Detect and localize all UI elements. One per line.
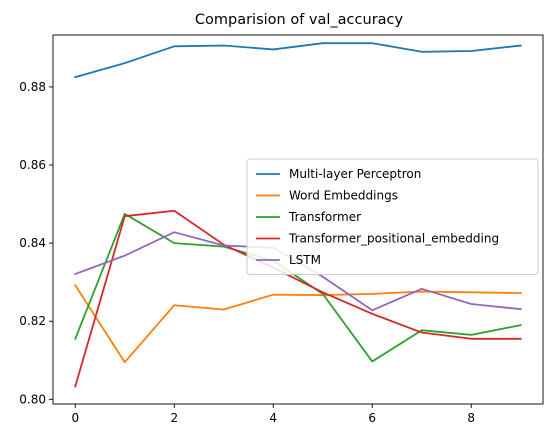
y-tick-label: 0.84	[19, 236, 46, 250]
chart-title: Comparision of val_accuracy	[195, 12, 404, 28]
plot-frame	[52, 34, 544, 405]
y-tick-label: 0.82	[19, 314, 46, 328]
x-tick-label: 0	[71, 411, 79, 425]
y-tick-label: 0.88	[19, 80, 46, 94]
legend-label-3: Transformer_positional_embedding	[288, 232, 499, 246]
y-tick-label: 0.80	[19, 392, 46, 406]
series-line-0	[74, 42, 522, 79]
legend: Multi-layer Perceptron Word Embeddings Tra…	[246, 158, 539, 275]
y-axis: 0.80 0.82 0.84 0.86 0.88	[19, 80, 53, 406]
series-line-2	[74, 212, 522, 363]
x-axis: 0 2 4 6 8	[71, 404, 475, 425]
legend-label-2: Transformer	[288, 210, 361, 224]
legend-label-1: Word Embeddings	[289, 189, 398, 203]
series-line-1	[74, 284, 522, 364]
legend-label-0: Multi-layer Perceptron	[289, 167, 421, 181]
x-tick-label: 8	[467, 411, 475, 425]
y-tick-label: 0.86	[19, 158, 46, 172]
x-tick-label: 4	[269, 411, 277, 425]
legend-label-4: LSTM	[289, 253, 321, 267]
x-tick-label: 6	[368, 411, 376, 425]
x-tick-label: 2	[170, 411, 178, 425]
legend-box	[246, 158, 539, 275]
series-line-3	[74, 209, 522, 388]
